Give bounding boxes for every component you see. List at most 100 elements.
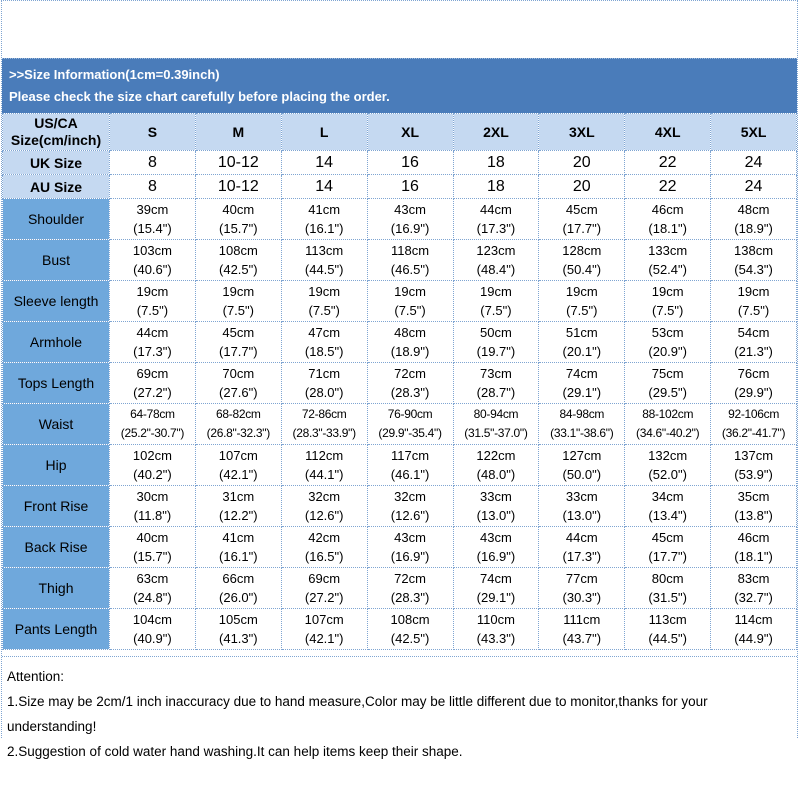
measurement-cell: 41cm (16.1") (280, 198, 368, 240)
inch-value: (28.3") (390, 590, 430, 605)
cm-value: 48cm (394, 325, 426, 340)
measurement-row-label: Waist (2, 403, 110, 445)
measurement-cell: 75cm (29.5") (624, 362, 712, 404)
cm-value: 64-78cm (130, 407, 175, 421)
cm-value: 72cm (394, 571, 426, 586)
measurement-cell: 63cm (24.8") (109, 567, 196, 609)
inch-value: (7.5") (737, 303, 770, 318)
au-size-row-value: 10-12 (194, 174, 282, 199)
au-size-row-value: 20 (538, 174, 626, 199)
inch-value: (30.3") (562, 590, 602, 605)
measurement-row-label: Hip (2, 444, 110, 486)
inch-value: (33.1"-38.6") (550, 426, 614, 440)
measurement-cell: 117cm (46.1") (366, 444, 454, 486)
cm-value: 105cm (218, 612, 258, 627)
measurement-row-label: Bust (2, 239, 110, 281)
measurement-cell: 137cm (53.9") (710, 444, 797, 486)
measurement-cell: 44cm (17.3") (452, 198, 540, 240)
cm-value: 51cm (565, 325, 598, 340)
cm-value: 137cm (734, 448, 774, 463)
cm-value: 40cm (136, 530, 169, 545)
measurement-cell: 84-98cm (33.1"-38.6") (538, 403, 626, 445)
size-table-head: US/CA Size(cm/inch) S M L XL 2XL 3XL 4XL 5XL UK… (2, 113, 797, 199)
measurement-cell: 70cm (27.6") (194, 362, 282, 404)
measurement-cell: 83cm (32.7") (710, 567, 797, 609)
cm-value: 45cm (222, 325, 255, 340)
inch-value: (15.4") (133, 221, 172, 236)
cm-value: 19cm (394, 284, 426, 299)
measurement-cell: 73cm (28.7") (452, 362, 540, 404)
inch-value: (18.5") (304, 344, 344, 359)
inch-value: (46.1") (390, 467, 430, 482)
cm-value: 111cm (563, 612, 601, 627)
cm-value: 53cm (651, 325, 684, 340)
cm-value: 63cm (136, 571, 169, 586)
measurement-cell: 77cm (30.3") (538, 567, 626, 609)
content-box: >>Size Information(1cm=0.39inch) Please … (1, 0, 798, 772)
measurement-cell: 113cm (44.5") (624, 608, 712, 650)
measurement-cell: 45cm (17.7") (624, 526, 712, 568)
measurement-cell: 19cm (7.5") (366, 280, 454, 322)
cm-value: 42cm (308, 530, 341, 545)
inch-value: (13.4") (648, 508, 687, 523)
measurement-row: Front Rise 30cm (11.8") 31cm (12.2") 32cm (12.… (2, 485, 797, 527)
cm-value: 113cm (305, 243, 344, 258)
inch-value: (16.9") (476, 549, 516, 564)
inch-value: (15.7") (133, 549, 172, 564)
cm-value: 71cm (308, 366, 341, 381)
inch-value: (29.9"-35.4") (378, 426, 442, 440)
cm-value: 83cm (737, 571, 770, 586)
measurement-cell: 19cm (7.5") (452, 280, 540, 322)
measurement-cell: 69cm (27.2") (280, 567, 368, 609)
measurement-cell: 46cm (18.1") (710, 526, 797, 568)
size-chart-table: US/CA Size(cm/inch) S M L XL 2XL 3XL 4XL 5XL UK… (2, 113, 797, 650)
cm-value: 128cm (562, 243, 602, 258)
cm-value: 32cm (308, 489, 341, 504)
cm-value: 19cm (222, 284, 255, 299)
measurement-row: Thigh 63cm (24.8") 66cm (26.0") 69cm (27.2") 72… (2, 567, 797, 609)
attention-title: Attention: (7, 669, 65, 684)
corner-header-line1: US/CA (34, 115, 78, 131)
measurement-row: Waist 64-78cm (25.2"-30.7") 68-82cm (26.8"-3… (2, 403, 797, 445)
inch-value: (7.5") (480, 303, 512, 318)
measurement-cell: 19cm (7.5") (624, 280, 712, 322)
size-header-cell: 5XL (710, 113, 797, 151)
inch-value: (20.9") (648, 344, 687, 359)
cm-value: 44cm (136, 325, 169, 340)
measurement-cell: 92-106cm (36.2"-41.7") (710, 403, 797, 445)
inch-value: (46.5") (390, 262, 430, 277)
banner-subtitle: Please check the size chart carefully be… (9, 89, 390, 104)
inch-value: (29.1") (476, 590, 516, 605)
measurement-cell: 33cm (13.0") (452, 485, 540, 527)
measurement-cell: 48cm (18.9") (710, 198, 797, 240)
inch-value: (29.1") (562, 385, 602, 400)
measurement-row-label: Thigh (2, 567, 110, 609)
cm-value: 69cm (136, 366, 169, 381)
cm-value: 46cm (651, 202, 684, 217)
measurement-row: Back Rise 40cm (15.7") 41cm (16.1") 42cm (16.5… (2, 526, 797, 568)
measurement-row-label: Front Rise (2, 485, 110, 527)
cm-value: 45cm (651, 530, 684, 545)
cm-value: 107cm (218, 448, 258, 463)
cm-value: 138cm (734, 243, 774, 258)
size-header-cell: XL (366, 113, 454, 151)
size-header-cell: 3XL (538, 113, 626, 151)
cm-value: 108cm (390, 612, 430, 627)
uk-size-row-label: UK Size (2, 150, 110, 175)
measurement-cell: 32cm (12.6") (280, 485, 368, 527)
cm-value: 43cm (394, 530, 426, 545)
inch-value: (48.0") (476, 467, 516, 482)
measurement-cell: 35cm (13.8") (710, 485, 797, 527)
inch-value: (29.5") (648, 385, 687, 400)
cm-value: 33cm (480, 489, 512, 504)
inch-value: (18.1") (648, 221, 687, 236)
inch-value: (17.7") (219, 344, 258, 359)
inch-value: (16.9") (390, 549, 430, 564)
top-white-gap (2, 1, 797, 58)
measurement-row: Tops Length 69cm (27.2") 70cm (27.6") 71cm (28… (2, 362, 797, 404)
measurement-cell: 46cm (18.1") (624, 198, 712, 240)
measurement-cell: 34cm (13.4") (624, 485, 712, 527)
measurement-cell: 114cm (44.9") (710, 608, 797, 650)
measurement-cell: 88-102cm (34.6"-40.2") (624, 403, 712, 445)
inch-value: (17.7") (562, 221, 602, 236)
